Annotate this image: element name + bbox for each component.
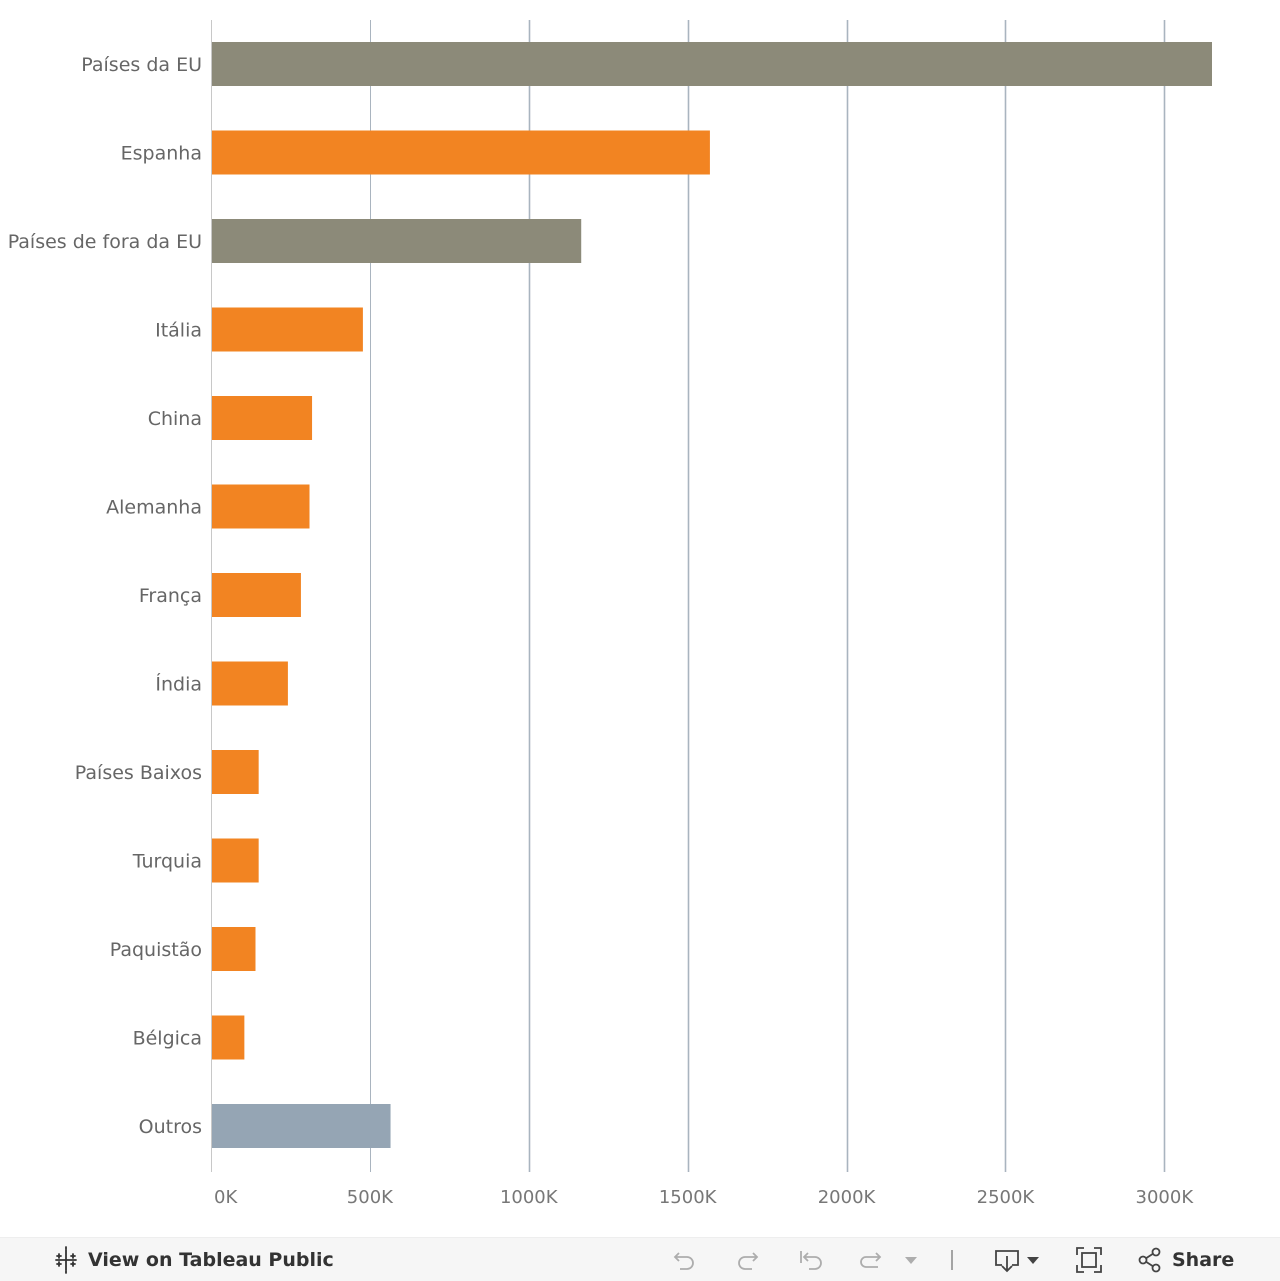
category-label: Países da EU: [81, 54, 202, 76]
category-label: Bélgica: [133, 1028, 202, 1050]
view-on-tableau-public-label: View on Tableau Public: [88, 1248, 334, 1271]
gridlines: [211, 20, 1166, 1172]
download-button[interactable]: [992, 1238, 1040, 1281]
bar[interactable]: [212, 838, 259, 883]
bar[interactable]: [212, 42, 1212, 86]
bar[interactable]: [212, 927, 256, 971]
category-label: Turquia: [132, 851, 202, 873]
refresh-dropdown-button[interactable]: [902, 1238, 920, 1281]
bar[interactable]: [212, 1104, 391, 1148]
category-label: Alemanha: [106, 497, 202, 519]
download-icon: [992, 1246, 1022, 1274]
caret-down-icon: [1026, 1246, 1040, 1274]
bar[interactable]: [212, 484, 310, 529]
category-label: Países Baixos: [75, 762, 202, 784]
share-button[interactable]: Share: [1136, 1238, 1234, 1281]
refresh-button[interactable]: [856, 1238, 886, 1281]
caret-down-icon: [902, 1246, 920, 1274]
category-label: França: [139, 585, 202, 607]
redo-button[interactable]: [734, 1238, 762, 1281]
bar[interactable]: [212, 307, 363, 352]
bar[interactable]: [212, 750, 259, 794]
bar[interactable]: [212, 661, 288, 706]
fullscreen-icon: [1075, 1246, 1103, 1274]
category-label: Itália: [155, 320, 202, 342]
x-tick-label: 1000K: [500, 1187, 559, 1208]
category-label: Espanha: [121, 143, 202, 165]
bar[interactable]: [212, 573, 301, 617]
fullscreen-button[interactable]: [1075, 1238, 1103, 1281]
x-tick-label: 2500K: [977, 1187, 1036, 1208]
revert-button[interactable]: [798, 1238, 826, 1281]
bars: [212, 42, 1212, 1148]
x-tick-label: 0K: [214, 1187, 238, 1208]
toolbar-divider: [950, 1238, 954, 1281]
bar[interactable]: [212, 1015, 245, 1060]
share-label: Share: [1172, 1248, 1235, 1271]
undo-icon: [670, 1246, 698, 1274]
undo-button[interactable]: [670, 1238, 698, 1281]
x-tick-label: 2000K: [818, 1187, 877, 1208]
refresh-icon: [856, 1246, 886, 1274]
category-label: Países de fora da EU: [8, 231, 202, 253]
category-label: Paquistão: [110, 939, 202, 961]
revert-icon: [798, 1246, 826, 1274]
tableau-toolbar: View on Tableau Public: [0, 1237, 1280, 1281]
x-tick-label: 1500K: [659, 1187, 718, 1208]
x-tick-label: 500K: [347, 1187, 394, 1208]
x-axis-tick-labels: 0K 500K 1000K 1500K 2000K 2500K 3000K: [214, 1187, 1194, 1208]
redo-icon: [734, 1246, 762, 1274]
bar[interactable]: [212, 396, 313, 440]
view-on-tableau-public-link[interactable]: View on Tableau Public: [52, 1238, 334, 1281]
bar-chart: Países da EU Espanha Países de fora da EU I…: [8, 20, 1212, 1208]
category-label: China: [148, 408, 202, 430]
x-tick-label: 3000K: [1136, 1187, 1195, 1208]
bar[interactable]: [212, 219, 582, 263]
share-icon: [1136, 1246, 1164, 1274]
category-labels: Países da EU Espanha Países de fora da EU I…: [8, 54, 202, 1138]
bar[interactable]: [212, 130, 710, 175]
category-label: Índia: [155, 673, 202, 696]
category-label: Outros: [139, 1116, 202, 1138]
tableau-logo-icon: [52, 1245, 80, 1274]
